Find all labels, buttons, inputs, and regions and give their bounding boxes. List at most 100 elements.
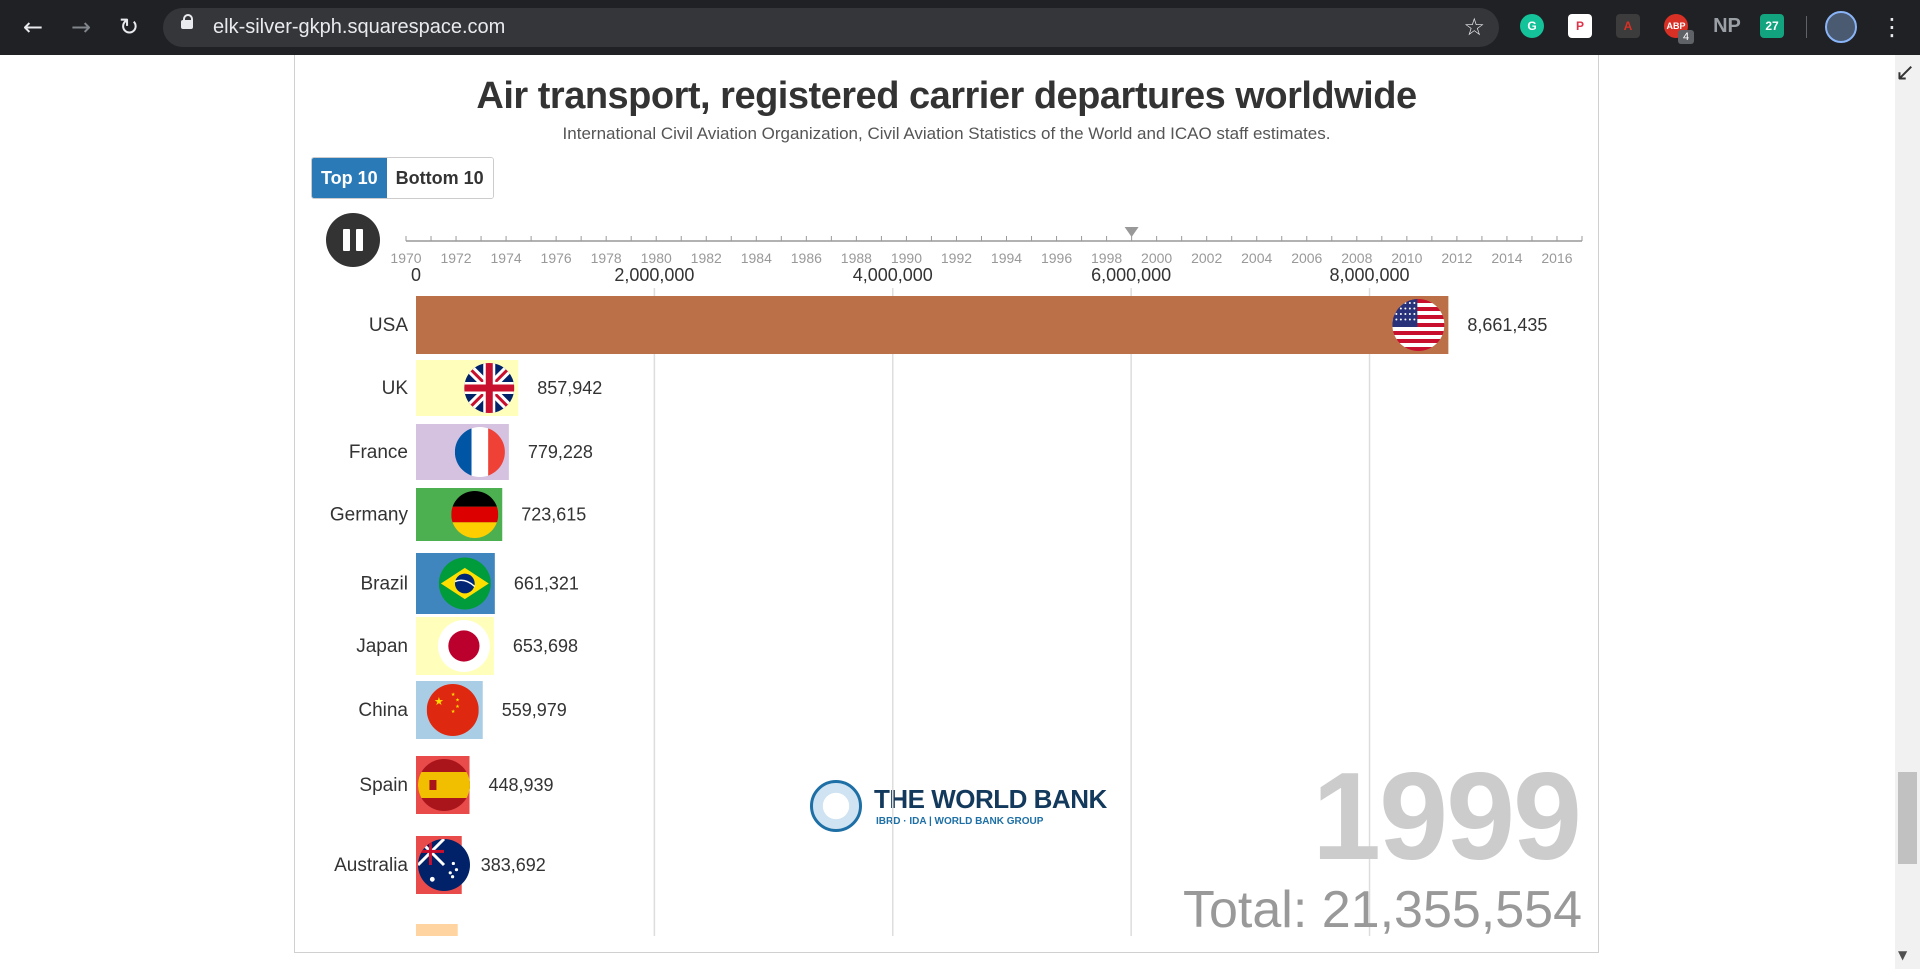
bar-value-label: 8,661,435 [1467,315,1547,335]
timeline-tick-label: 1984 [741,250,772,266]
timeline-axis: 1970 1972 1974 1976 1978 1980 1982 1984 1986 1988… [390,227,1583,266]
bar-category-label: France [349,442,408,463]
svg-text:★: ★ [451,692,456,698]
reload-icon[interactable]: ↻ [118,13,140,41]
timeline-tick-label: 1988 [841,250,872,266]
tab-top-10[interactable]: Top 10 [312,158,387,198]
bar [416,296,1449,354]
grammarly-extension-icon[interactable]: G [1520,14,1544,38]
timeline-tick-label: 1992 [941,250,972,266]
bar-value-label: 448,939 [489,775,554,795]
bar-value-label: 857,942 [537,378,602,398]
flag-australia-icon [418,839,470,891]
pause-button[interactable] [326,213,380,267]
flag-japan-icon [437,620,490,672]
scroll-down-arrow-icon[interactable]: ▼ [1898,948,1908,962]
bar-category-label: Australia [334,855,408,876]
timeline-tick-label: 2014 [1491,250,1522,266]
scrollbar-thumb[interactable] [1898,772,1917,864]
bar-category-label: Spain [359,775,408,796]
bars: USA 8,661,435 UK 857,942 France 779,228 German… [330,296,1547,936]
ranking-toggle: Top 10 Bottom 10 [311,157,494,199]
flag-spain-icon [418,759,470,811]
timeline-marker [1124,227,1139,237]
timeline-tick-label: 1994 [991,250,1022,266]
flag-brazil-icon [438,557,491,610]
timeline-tick-label: 2008 [1341,250,1372,266]
toolbar-divider [1806,16,1807,38]
bar-category-label: Germany [330,505,409,526]
forward-icon[interactable]: → [70,13,92,41]
bar-value-label: 383,692 [481,855,546,875]
back-icon[interactable]: ← [22,13,44,41]
pdf-extension-icon[interactable]: A [1616,14,1640,38]
timeline-tick-label: 1974 [491,250,522,266]
timeline-tick-label: 2002 [1191,250,1222,266]
bookmark-star-icon[interactable]: ☆ [1463,13,1485,41]
flag-uk-icon [464,363,515,413]
browser-menu-icon[interactable]: ⋮ [1880,13,1904,41]
bar-category-label: China [358,700,408,721]
bar-value-label: 723,615 [521,505,586,525]
bar-category-label: Japan [356,636,408,657]
svg-text:★: ★ [455,704,460,710]
timeline-tick-label: 2016 [1541,250,1572,266]
tab-bottom-10[interactable]: Bottom 10 [386,158,493,198]
world-bank-name: THE WORLD BANK [874,784,1107,814]
timeline-tick-label: 1976 [541,250,572,266]
bar-value-label: 653,698 [513,636,578,656]
svg-text:★: ★ [455,697,460,703]
x-tick-label: 0 [411,265,421,285]
x-tick-label: 8,000,000 [1329,265,1409,285]
timeline-tick-label: 2000 [1141,250,1172,266]
total-value: Total: 21,355,554 [1183,881,1582,939]
world-bank-logo: THE WORLD BANK IBRD · IDA | WORLD BANK G… [810,780,1107,832]
timeline-tick-label: 1970 [390,250,421,266]
lock-icon [181,14,193,29]
flag-france-icon [454,427,505,477]
exit-fullscreen-icon[interactable]: ↙ [1895,58,1916,86]
timeline-tick-label: 1996 [1041,250,1072,266]
x-tick-label: 4,000,000 [853,265,933,285]
adblock-count-badge: 4 [1678,30,1694,44]
bar-category-label: USA [369,315,408,336]
browser-toolbar: ← → ↻ elk-silver-gkph.squarespace.com ☆ … [0,0,1920,55]
address-bar[interactable]: elk-silver-gkph.squarespace.com ☆ [163,8,1499,47]
flag-china-icon: ★ ★★★★ [426,684,479,736]
bar [416,924,458,936]
x-tick-label: 2,000,000 [614,265,694,285]
svg-text:★: ★ [451,709,456,715]
timeline-tick-label: 2010 [1391,250,1422,266]
calendar-extension-icon[interactable]: 27 [1760,14,1784,38]
timeline-tick-label: 2012 [1441,250,1472,266]
bar-category-label: Brazil [360,574,408,595]
timeline-tick-label: 1982 [691,250,722,266]
profile-avatar[interactable] [1825,11,1857,43]
pause-icon [343,229,350,251]
chart-title: Air transport, registered carrier depart… [476,75,1417,117]
flag-germany-icon [451,491,499,538]
timeline-tick-label: 1972 [440,250,471,266]
globe-icon [810,780,862,832]
flag-usa-icon [1392,299,1445,351]
timeline-tick-label: 1990 [891,250,922,266]
pocket-extension-icon[interactable]: P [1568,14,1592,38]
timeline-tick-label: 1980 [641,250,672,266]
svg-text:★: ★ [434,695,444,708]
chart-subtitle: International Civil Aviation Organizatio… [562,124,1331,143]
x-tick-label: 6,000,000 [1091,265,1171,285]
pause-icon-bar [356,229,363,251]
np-extension-icon[interactable]: NP [1713,15,1741,37]
bar-category-label: UK [382,378,409,399]
current-year: 1999 [1312,748,1582,886]
timeline-tick-label: 1986 [791,250,822,266]
bar-value-label: 559,979 [502,700,567,720]
timeline-tick-label: 1978 [591,250,622,266]
world-bank-subtitle: IBRD · IDA | WORLD BANK GROUP [876,816,1044,827]
url-text[interactable]: elk-silver-gkph.squarespace.com [213,16,506,38]
chart-container [294,55,1599,953]
timeline-tick-label: 2006 [1291,250,1322,266]
timeline-tick-label: 2004 [1241,250,1272,266]
bar-value-label: 779,228 [528,442,593,462]
